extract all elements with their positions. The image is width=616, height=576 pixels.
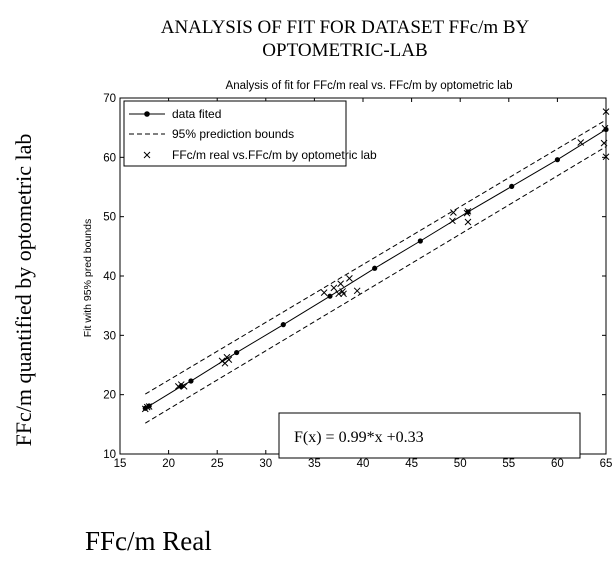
y-tick-label: 10 — [103, 449, 116, 461]
data-point-stroke — [337, 280, 344, 288]
fit-point — [554, 157, 561, 163]
data-point-stroke — [577, 139, 585, 146]
fit-point — [234, 349, 240, 356]
x-tick-label: 20 — [162, 458, 175, 470]
legend-label-fit: data fited — [172, 107, 221, 121]
y-tick-label: 20 — [103, 390, 116, 402]
x-tick-label: 15 — [114, 458, 127, 470]
data-point-stroke — [464, 218, 472, 226]
fit-point — [327, 293, 333, 299]
y-tick-label: 60 — [103, 152, 116, 164]
data-point-stroke — [450, 209, 457, 216]
data-point-x-marker — [145, 403, 153, 410]
y-tick-label: 70 — [103, 93, 116, 105]
data-point-x-marker — [330, 284, 338, 292]
data-point-x-marker — [346, 275, 353, 282]
series-layer — [141, 108, 610, 424]
x-tick-label: 30 — [259, 458, 272, 470]
x-tick-label: 65 — [600, 458, 613, 470]
legend-label-bounds: 95% prediction bounds — [172, 127, 294, 141]
fit-point — [417, 238, 423, 244]
prediction-bound-upper — [145, 119, 607, 395]
data-point-x-marker — [335, 290, 343, 298]
y-tick-label: 40 — [103, 271, 116, 283]
x-tick-label: 25 — [211, 458, 224, 470]
data-point-stroke — [177, 381, 185, 388]
data-point-x-marker — [340, 290, 347, 298]
fit-point — [372, 265, 378, 271]
x-tick-label: 50 — [454, 458, 467, 470]
x-tick-label: 45 — [405, 458, 418, 470]
data-point-stroke — [353, 287, 361, 295]
fit-point — [280, 322, 286, 328]
data-point-stroke — [601, 124, 609, 132]
equation-frame — [278, 412, 581, 459]
data-point-x-marker — [337, 280, 344, 288]
data-point-stroke — [320, 289, 328, 296]
legend-label-data: FFc/m real vs.FFc/m by optometric lab — [172, 148, 377, 162]
data-point-x-marker — [464, 218, 472, 226]
data-point-x-marker — [464, 207, 472, 215]
data-point-x-marker — [143, 403, 151, 411]
data-point-x-marker — [320, 289, 328, 296]
x-tick-label: 60 — [551, 458, 564, 470]
outer-x-axis-label: FFc/m Real — [85, 526, 212, 556]
data-point-x-marker — [577, 139, 585, 146]
plot-y-axis-label: Fit with 95% pred bounds — [82, 219, 94, 337]
tick-labels: 15 20 25 30 35 40 45 50 55 60 65 10 20 30 40 50 60 70 — [103, 93, 612, 470]
x-tick-label: 40 — [357, 458, 370, 470]
figure-title-line2: OPTOMETRIC-LAB — [262, 40, 428, 61]
prediction-bound-lower — [145, 146, 607, 424]
data-point-stroke — [340, 290, 347, 298]
data-point-stroke — [339, 288, 346, 295]
x-tick-label: 55 — [502, 458, 515, 470]
data-point-stroke — [464, 207, 472, 215]
figure-title: ANALYSIS OF FIT FOR DATASET FFc/m BY OPT… — [95, 16, 595, 62]
data-point-x-marker — [449, 217, 456, 225]
equation-box: F(x) = 0.99*x +0.33 — [278, 412, 581, 459]
legend-dot-marker — [144, 111, 150, 117]
data-point-x-marker — [450, 209, 457, 216]
data-point-stroke — [335, 290, 343, 298]
equation-text: F(x) = 0.99*x +0.33 — [294, 429, 424, 446]
data-point-stroke — [346, 275, 353, 282]
data-point-stroke — [145, 403, 153, 410]
data-point-stroke — [143, 403, 151, 411]
data-point-x-marker — [463, 209, 471, 217]
legend-x-marker — [143, 151, 151, 159]
figure-title-line1: ANALYSIS OF FIT FOR DATASET FFc/m BY — [160, 17, 530, 38]
data-point-x-marker — [353, 287, 361, 295]
plot-title: Analysis of fit for FFc/m real vs. FFc/m… — [226, 80, 513, 92]
data-point-x-marker — [225, 356, 233, 364]
y-tick-label: 30 — [103, 330, 116, 342]
fit-point — [188, 378, 194, 384]
data-point-stroke — [449, 217, 456, 225]
legend: data fited 95% prediction bounds FFc/m r… — [123, 100, 377, 167]
y-tick-label: 50 — [103, 212, 116, 224]
data-point-stroke — [225, 356, 233, 364]
data-point-x-marker — [601, 124, 609, 132]
data-point-stroke — [180, 383, 188, 390]
data-point-stroke — [330, 284, 338, 292]
data-point-x-marker — [180, 383, 188, 390]
fit-point — [509, 183, 515, 190]
x-tick-label: 35 — [308, 458, 321, 470]
data-point-stroke — [463, 209, 471, 217]
